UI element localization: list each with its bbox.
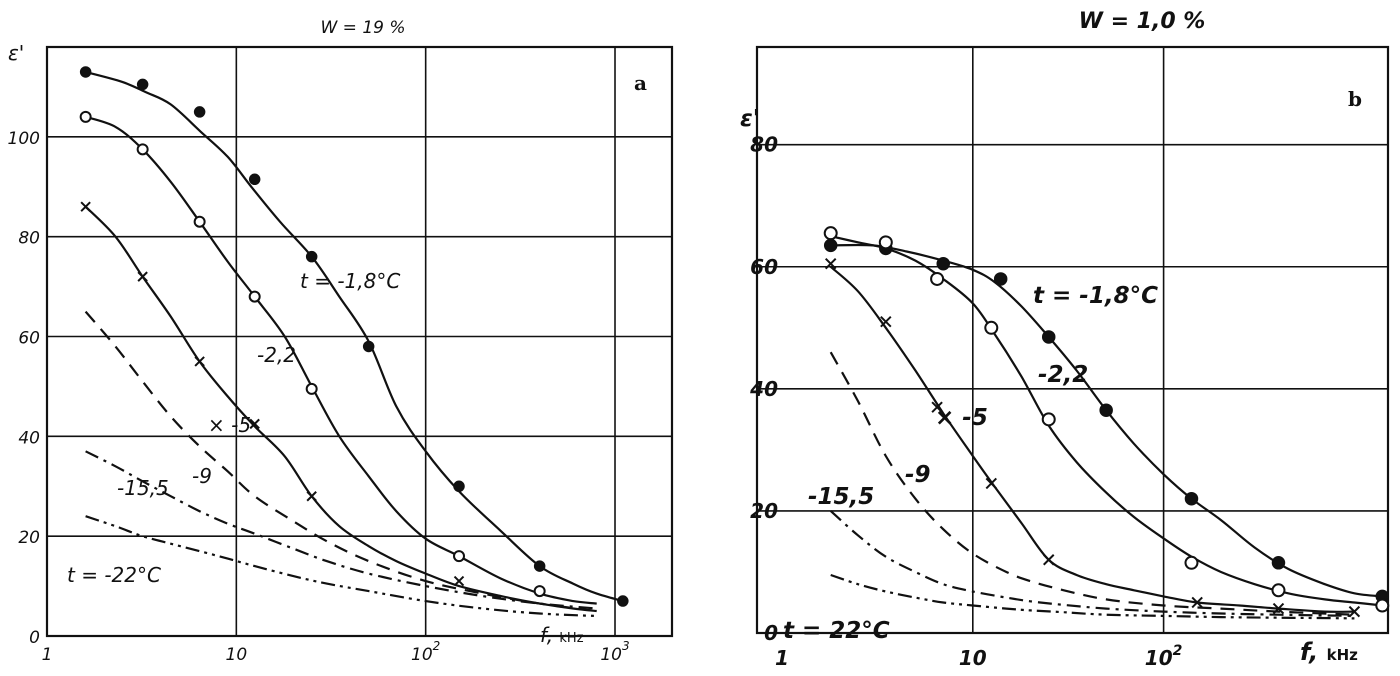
series-line-1 (830, 235, 1383, 607)
data-point-cross (249, 418, 260, 430)
series-line-5 (85, 515, 597, 618)
plot-frame (755, 45, 1390, 635)
series-line-4 (85, 450, 597, 610)
data-point-filled (1184, 491, 1199, 506)
y-tick-label: 0 (29, 628, 40, 648)
data-point-open (305, 382, 318, 395)
data-point-filled (136, 78, 149, 91)
y-tick-label: 20 (750, 499, 778, 523)
series-line-2 (829, 265, 1355, 613)
data-point-filled (1099, 403, 1113, 417)
curve-label: t = 22°C (783, 618, 890, 644)
y-tick-label: 100 (8, 129, 40, 149)
x-tick-label: 102 (1145, 643, 1183, 670)
panel-a-chart: 0 20 40 60 80 100 1 10 102 103 W = 19 % ε' f, kHz a t … (8, 18, 674, 665)
plot-frame (45, 45, 674, 638)
data-point-open (1184, 555, 1199, 570)
data-point-filled (617, 595, 629, 607)
y-tick-label: 40 (18, 428, 40, 448)
data-point-filled (993, 272, 1008, 286)
curve-label: t = -22°C (67, 563, 161, 587)
data-point-cross (1348, 605, 1361, 618)
x-axis-label: f, kHz (540, 623, 584, 647)
curve-label: -2,2 (257, 343, 296, 367)
data-point-cross (137, 271, 148, 282)
data-point-filled (823, 238, 838, 253)
panel-title: W = 1,0 % (1079, 9, 1206, 34)
curve-label: t = -1,8°C (300, 269, 400, 293)
y-axis-label: ε' (8, 41, 24, 65)
data-point-open (878, 235, 893, 250)
data-point-cross (824, 257, 837, 270)
data-point-cross (194, 356, 205, 367)
y-tick-label: 80 (18, 229, 40, 249)
curve-label: t = -1,8°C (1033, 283, 1158, 309)
series-line-2 (84, 205, 597, 613)
data-point-open (984, 320, 999, 335)
data-point-filled (248, 173, 261, 186)
x-axis-label: f, kHz (1300, 638, 1358, 666)
data-point-cross (931, 401, 943, 413)
data-point-open (930, 271, 945, 286)
data-point-open (1041, 412, 1056, 427)
data-point-open (248, 290, 261, 303)
panel-b-chart: 0 20 40 60 80 1 10 102 W = 1,0 % ε' f, kHz b t = -1,… (740, 9, 1390, 670)
curve-label: -15,5 (808, 484, 874, 510)
y-tick-label: 60 (18, 329, 40, 349)
data-point-cross (880, 315, 892, 328)
data-point-open (79, 110, 92, 123)
series-line-4 (829, 510, 1355, 617)
y-tick-label: 60 (750, 255, 778, 279)
curve-label: -9 (905, 462, 931, 488)
data-point-open (193, 215, 206, 228)
data-point-cross (80, 201, 91, 212)
data-point-open (453, 550, 466, 563)
data-point-filled (193, 106, 206, 118)
x-tick-label: 1 (775, 646, 789, 670)
x-tick-label: 1 (42, 645, 53, 665)
data-point-filled (936, 256, 950, 271)
data-point-filled (79, 66, 92, 78)
data-point-open (136, 143, 149, 156)
x-tick-label: 102 (411, 639, 440, 665)
panel-title: W = 19 % (320, 18, 405, 38)
data-point-open (1375, 598, 1390, 613)
curve-label: × -5 (935, 405, 988, 431)
x-tick-label: 103 (600, 639, 629, 665)
data-point-filled (533, 560, 546, 572)
series-line-1 (85, 115, 597, 605)
x-tick-label: 10 (226, 645, 248, 665)
y-tick-label: 80 (750, 133, 778, 157)
curve-label: -2,2 (1038, 362, 1088, 388)
data-point-filled (305, 250, 318, 263)
data-point-open (823, 226, 838, 241)
data-point-filled (453, 480, 465, 493)
data-point-cross (1043, 554, 1055, 566)
data-point-filled (1271, 556, 1286, 570)
series-line-3 (84, 310, 597, 613)
data-point-cross (306, 491, 317, 502)
curve-label: -15,5 (117, 476, 169, 500)
panel-letter: b (1348, 87, 1362, 111)
y-tick-label: 0 (764, 621, 778, 645)
data-point-open (1271, 583, 1286, 598)
data-point-filled (1041, 330, 1056, 344)
data-point-cross (1191, 596, 1203, 609)
series-line-5 (830, 573, 1355, 620)
curve-label: -9 (192, 464, 212, 488)
y-tick-label: 40 (749, 377, 778, 401)
data-point-cross (985, 477, 997, 490)
series-line-3 (829, 351, 1355, 616)
data-point-open (533, 585, 546, 598)
y-axis-label: ε' (740, 106, 760, 132)
curve-label: × -5 (208, 413, 251, 437)
x-tick-label: 10 (959, 646, 987, 670)
y-tick-label: 20 (18, 528, 40, 548)
panel-letter: a (634, 71, 647, 95)
data-point-filled (362, 340, 375, 353)
data-point-cross (453, 575, 465, 587)
